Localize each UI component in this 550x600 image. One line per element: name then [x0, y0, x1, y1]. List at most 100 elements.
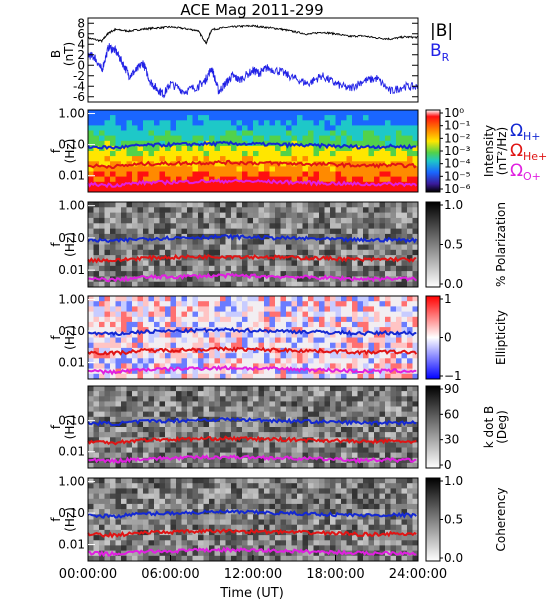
spectrogram-cell — [181, 306, 188, 312]
spectrogram-cell — [187, 391, 193, 397]
spectrogram-cell — [209, 545, 215, 551]
spectrogram-cell — [115, 244, 122, 251]
spectrogram-cell — [148, 296, 155, 302]
spectrogram-cell — [154, 223, 160, 229]
spectrogram-cell — [176, 550, 182, 557]
spectrogram-cell — [181, 244, 188, 251]
spectrogram-cell — [203, 386, 210, 392]
spectrogram-cell — [357, 427, 364, 433]
spectrogram-cell — [192, 396, 199, 402]
spectrogram-cell — [209, 202, 215, 208]
spectrogram-cell — [231, 181, 237, 188]
spectrogram-cell — [225, 421, 232, 428]
spectrogram-cell — [99, 265, 105, 272]
spectrogram-cell — [407, 411, 413, 418]
spectrogram-cell — [407, 353, 413, 359]
spectrogram-cell — [291, 260, 298, 267]
spectrogram-cell — [176, 337, 182, 344]
spectrogram-cell — [346, 212, 353, 219]
spectrogram-cell — [264, 437, 270, 443]
spectrogram-cell — [110, 555, 116, 562]
spectrogram-cell — [390, 223, 397, 229]
spectrogram-cell — [390, 555, 397, 562]
spectrogram-cell — [181, 228, 188, 235]
spectrogram-cell — [385, 524, 391, 531]
spectrogram-cell — [302, 411, 309, 418]
spectrogram-cell — [242, 176, 248, 183]
spectrogram-cell — [264, 239, 270, 245]
spectrogram-cell — [154, 406, 160, 412]
spectrogram-cell — [269, 545, 276, 551]
spectrogram-cell — [170, 519, 177, 526]
spectrogram-cell — [247, 130, 254, 136]
spectrogram-cell — [132, 555, 138, 562]
spectrogram-cell — [242, 503, 248, 510]
spectrogram-cell — [264, 411, 270, 418]
spectrogram-cell — [104, 176, 111, 183]
spectrogram-cell — [412, 535, 419, 541]
spectrogram-cell — [225, 223, 232, 229]
spectrogram-cell — [264, 519, 270, 526]
spectrogram-cell — [220, 306, 226, 312]
spectrogram-cell — [330, 244, 336, 251]
spectrogram-cell — [214, 401, 221, 407]
spectrogram-cell — [236, 321, 243, 328]
spectrogram-cell — [159, 396, 166, 402]
spectrogram-cell — [159, 498, 166, 505]
spectrogram-cell — [385, 442, 391, 448]
spectrogram-cell — [313, 176, 320, 183]
spectrogram-cell — [385, 353, 391, 359]
spectrogram-cell — [341, 135, 347, 142]
spectrogram-cell — [187, 296, 193, 302]
cyclotron-line-h — [87, 416, 417, 427]
spectrogram-cell — [126, 347, 133, 354]
spectrogram-cell — [143, 260, 149, 267]
spectrogram-cell — [126, 130, 133, 136]
spectrogram-cell — [352, 135, 358, 142]
spectrogram-cell — [264, 176, 270, 183]
spectrogram-cell — [170, 342, 177, 349]
spectrogram-cell — [379, 509, 386, 515]
spectrogram-cell — [324, 156, 331, 162]
spectrogram-cell — [357, 514, 364, 520]
spectrogram-cell — [385, 276, 391, 283]
spectrogram-cell — [324, 358, 331, 364]
spectrogram-cell — [143, 207, 149, 213]
spectrogram-cell — [132, 166, 138, 172]
spectrogram-cell — [258, 161, 265, 167]
spectrogram-cell — [93, 223, 100, 229]
spectrogram-cell — [143, 462, 149, 469]
spectrogram-cell — [401, 457, 408, 464]
spectrogram-cell — [341, 327, 347, 333]
colorbar-tick-label: 10⁻³ — [444, 144, 471, 158]
spectrogram-cell — [93, 115, 100, 121]
spectrogram-cell — [231, 462, 237, 469]
spectrogram-cell — [379, 332, 386, 338]
spectrogram-cell — [385, 519, 391, 526]
spectrogram-cell — [236, 239, 243, 245]
spectrogram-cell — [187, 337, 193, 344]
spectrogram-cell — [110, 535, 116, 541]
spectrogram-cell — [236, 347, 243, 354]
spectrogram-cell — [220, 421, 226, 428]
spectrogram-cell — [390, 416, 397, 423]
spectrogram-cell — [121, 386, 127, 392]
spectrogram-cell — [412, 406, 419, 412]
spectrogram-cell — [231, 281, 237, 288]
spectrogram-cell — [379, 212, 386, 219]
spectrogram-cell — [214, 337, 221, 344]
spectrogram-cell — [390, 373, 397, 380]
spectrogram-cell — [396, 316, 402, 323]
spectrogram-cell — [203, 311, 210, 318]
spectrogram-cell — [88, 244, 94, 251]
spectrogram-cell — [302, 276, 309, 283]
spectrogram-cell — [231, 353, 237, 359]
spectrogram-cell — [104, 125, 111, 131]
y-axis-label: f — [49, 517, 63, 522]
spectrogram-cell — [341, 281, 347, 288]
spectrogram-cell — [297, 353, 303, 359]
spectrogram-cell — [379, 555, 386, 562]
spectrogram-cell — [341, 260, 347, 267]
spectrogram-cell — [181, 135, 188, 142]
spectrogram-cell — [258, 498, 265, 505]
